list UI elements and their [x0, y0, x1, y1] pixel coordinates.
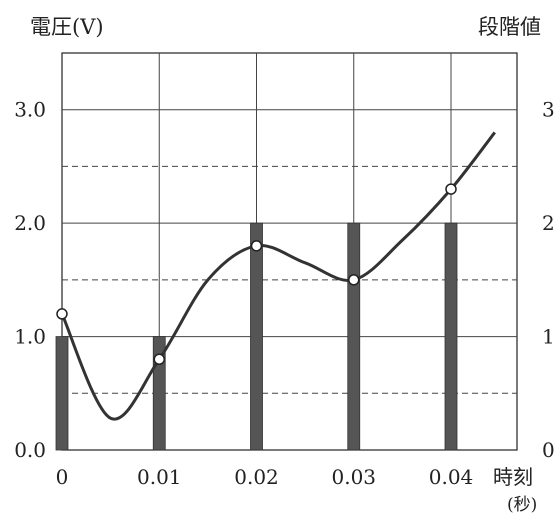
step-bar — [55, 336, 69, 451]
x-axis-label: 時刻 — [493, 465, 533, 489]
voltage-curve — [60, 131, 496, 421]
sample-point — [445, 183, 457, 195]
sample-points — [56, 183, 457, 366]
plot-frame — [61, 52, 518, 451]
sample-point — [153, 353, 165, 366]
x-axis-unit: (秒) — [507, 495, 537, 515]
step-bar — [347, 222, 361, 451]
step-bar — [250, 222, 263, 451]
sample-point — [348, 274, 360, 286]
step-bar — [444, 222, 458, 451]
tick-labels: 0 0.01 0.02 0.03 0.04 0.0 1.0 2.0 3.0 0 1 2 3 — [14, 98, 554, 489]
x-tick-label: 0 — [56, 465, 69, 489]
x-tick-label: 0.02 — [234, 465, 279, 489]
y-axis-right-label: 段階値 — [478, 15, 541, 39]
y-tick-label-left: 2.0 — [14, 211, 46, 235]
x-tick-label: 0.03 — [331, 465, 376, 489]
y-tick-label-left: 3.0 — [14, 98, 46, 122]
sample-point — [56, 308, 68, 320]
y-tick-label-right: 2 — [542, 211, 554, 235]
x-tick-label: 0.01 — [137, 465, 182, 489]
y-tick-label-right: 0 — [542, 438, 554, 462]
y-tick-label-right: 3 — [542, 98, 554, 122]
sample-point — [250, 240, 263, 252]
y-axis-left-label: 電圧(V) — [30, 15, 104, 39]
x-tick-label: 0.04 — [429, 465, 474, 489]
y-tick-label-left: 1.0 — [14, 325, 46, 349]
y-tick-label-left: 0.0 — [14, 438, 46, 462]
y-tick-label-right: 1 — [542, 325, 554, 349]
